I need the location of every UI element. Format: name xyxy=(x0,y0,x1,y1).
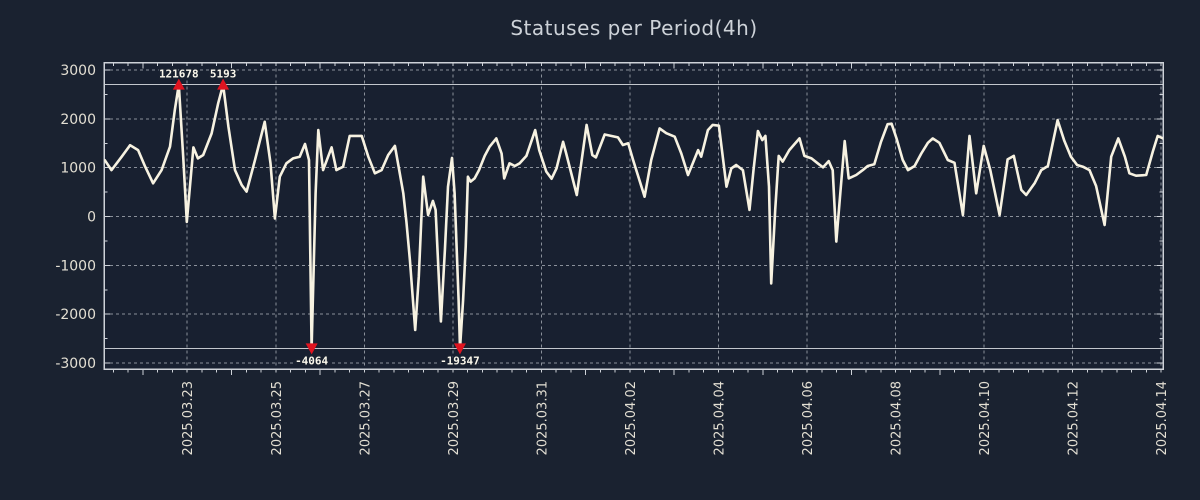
plot-area xyxy=(104,62,1163,369)
clipped-peak-marker-icon xyxy=(217,78,230,90)
y-tick-label: 1000 xyxy=(60,161,96,177)
x-tick-label: 2025.03.31 xyxy=(535,381,550,455)
x-tick-label: 2025.04.06 xyxy=(801,381,816,455)
clipped-peak-marker-icon xyxy=(172,78,185,90)
x-tick-label: 2025.04.14 xyxy=(1155,381,1170,455)
annotation-value-label: 5193 xyxy=(210,68,237,81)
x-tick-label: 2025.04.08 xyxy=(890,381,905,455)
clipped-trough-marker-icon xyxy=(453,343,466,355)
x-tick-label: 2025.04.12 xyxy=(1067,381,1082,455)
x-tick-label: 2025.03.25 xyxy=(270,381,285,455)
annotation-value-label: -4064 xyxy=(295,354,328,367)
series-statuses-line xyxy=(104,83,1163,350)
y-tick-label: 2000 xyxy=(60,112,96,128)
y-tick-label: 3000 xyxy=(60,63,96,79)
x-tick-label: 2025.04.10 xyxy=(978,381,993,455)
y-tick-label: -2000 xyxy=(55,307,96,323)
clipped-trough-marker-icon xyxy=(305,343,318,355)
annotation-value-label: -19347 xyxy=(440,354,480,367)
y-tick-label: -3000 xyxy=(55,356,96,372)
plot-border xyxy=(103,61,1164,370)
x-tick-label: 2025.03.29 xyxy=(447,381,462,455)
x-tick-label: 2025.04.02 xyxy=(624,381,639,455)
x-tick-label: 2025.03.23 xyxy=(181,381,196,455)
x-tick-label: 2025.03.27 xyxy=(358,381,373,455)
x-tick-label: 2025.04.04 xyxy=(713,381,728,455)
y-tick-label: -1000 xyxy=(55,258,96,274)
y-tick-label: 0 xyxy=(87,210,96,226)
annotation-value-label: 121678 xyxy=(159,68,199,81)
chart-title: Statuses per Period(4h) xyxy=(510,16,758,40)
